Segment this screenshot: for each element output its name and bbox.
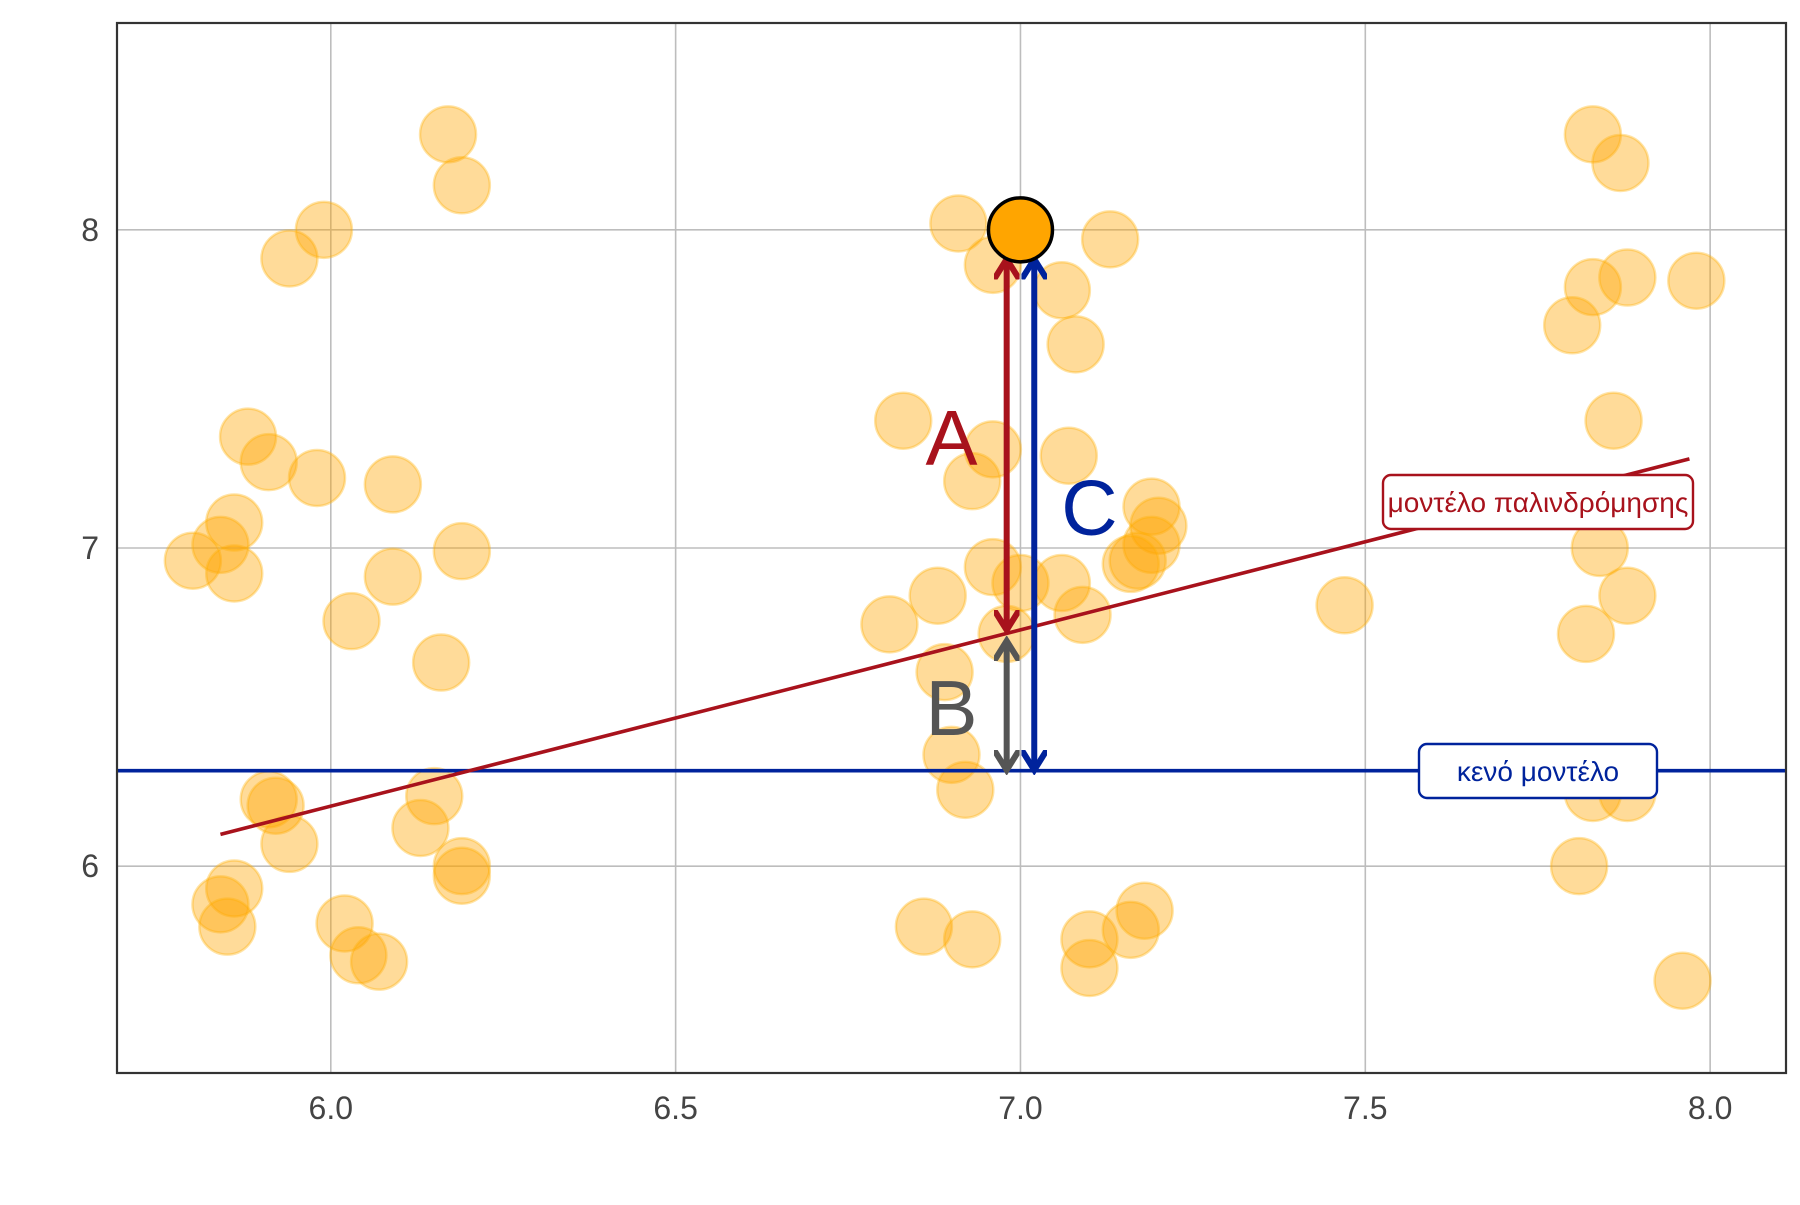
scatter-point xyxy=(929,194,988,253)
scatter-point xyxy=(1315,576,1374,635)
empty-model-label: κενό μοντέλο xyxy=(1457,756,1619,787)
scatter-point xyxy=(1108,531,1167,590)
scatter-point xyxy=(942,910,1002,969)
highlighted-point xyxy=(986,196,1055,264)
scatter-point xyxy=(204,859,264,918)
scatter-point xyxy=(329,926,388,985)
scatter-point xyxy=(1060,910,1119,969)
scatter-point xyxy=(1598,566,1657,625)
scatter-point xyxy=(1591,133,1650,193)
x-tick-label: 7.5 xyxy=(1343,1090,1387,1126)
x-tick-label: 6.5 xyxy=(653,1090,697,1126)
scatter-point xyxy=(1115,881,1174,940)
residual-arrows: A B C xyxy=(925,262,1118,768)
x-tick-label: 6.0 xyxy=(309,1090,353,1126)
scatter-point xyxy=(1080,210,1140,269)
scatter-point xyxy=(294,200,354,260)
plot-border xyxy=(115,21,1788,1075)
scatter-point xyxy=(1060,938,1119,998)
scatter-point xyxy=(432,846,492,905)
scatter-point xyxy=(418,105,478,164)
x-tick-label: 8.0 xyxy=(1688,1090,1732,1126)
data-points xyxy=(163,105,1726,1010)
y-tick-label: 6 xyxy=(81,848,99,884)
scatter-point xyxy=(936,760,995,820)
plot-frame xyxy=(115,21,1788,1075)
scatter-point xyxy=(860,595,919,654)
scatter-point xyxy=(322,591,381,651)
scatter-point xyxy=(432,836,492,896)
scatter-point xyxy=(1556,604,1616,664)
scatter-point xyxy=(1032,261,1092,320)
scatter-point xyxy=(260,814,319,874)
empty-model-label-box xyxy=(1417,742,1659,800)
scatter-point xyxy=(1584,391,1643,450)
scatter-point xyxy=(1549,836,1609,896)
scatter-point xyxy=(218,407,278,466)
scatter-point xyxy=(873,391,933,450)
y-tick-label: 8 xyxy=(81,212,99,248)
scatter-point xyxy=(432,521,492,581)
arrow-label-b: B xyxy=(925,664,977,752)
scatter-point xyxy=(260,229,319,288)
scatter-point xyxy=(391,798,450,858)
scatter-point xyxy=(204,544,264,603)
scatter-point xyxy=(239,432,298,492)
scatter-point xyxy=(894,897,954,956)
scatter-point xyxy=(246,776,305,835)
scatter-point xyxy=(1542,296,1602,355)
scatter-point xyxy=(163,531,223,590)
regression-model-label: μοντέλο παλινδρόμησης xyxy=(1388,487,1689,518)
y-tick-label: 7 xyxy=(81,530,99,566)
scatter-point xyxy=(908,566,967,625)
scatter-point xyxy=(204,493,264,552)
scatter-point xyxy=(1122,477,1181,536)
scatter-point xyxy=(915,642,974,702)
scatter-point xyxy=(411,633,471,692)
scatter-point xyxy=(191,515,250,575)
scatter-point xyxy=(198,897,257,956)
scatter-point xyxy=(349,932,409,991)
scatter-point xyxy=(1101,900,1161,960)
arrow-label-a: A xyxy=(925,394,977,482)
scatter-point xyxy=(991,553,1050,613)
scatter-point xyxy=(1129,496,1188,555)
scatter-point xyxy=(191,875,250,934)
x-tick-label: 7.0 xyxy=(998,1090,1042,1126)
regression-model-label-box xyxy=(1381,473,1695,531)
scatter-point xyxy=(922,725,981,785)
scatter-point xyxy=(287,448,347,508)
scatter-point xyxy=(1667,251,1726,310)
highlighted-point-layer xyxy=(986,196,1055,264)
scatter-point xyxy=(1101,534,1161,594)
axis-tick-labels: 6.0 6.5 7.0 7.5 8.0 6 7 8 xyxy=(81,212,1732,1126)
scatter-point xyxy=(363,547,423,606)
scatter-point xyxy=(1563,105,1623,164)
scatter-point xyxy=(1653,951,1712,1010)
scatter-point xyxy=(1563,257,1623,317)
scatter-point xyxy=(363,455,423,514)
scatter-point xyxy=(1122,515,1181,575)
scatter-point xyxy=(1046,315,1105,374)
scatter-point xyxy=(432,156,492,215)
scatter-point xyxy=(1598,248,1657,307)
model-labels: μοντέλο παλινδρόμησης κενό μοντέλο xyxy=(1381,473,1695,800)
arrow-label-c: C xyxy=(1061,464,1117,552)
scatter-point xyxy=(315,894,374,953)
